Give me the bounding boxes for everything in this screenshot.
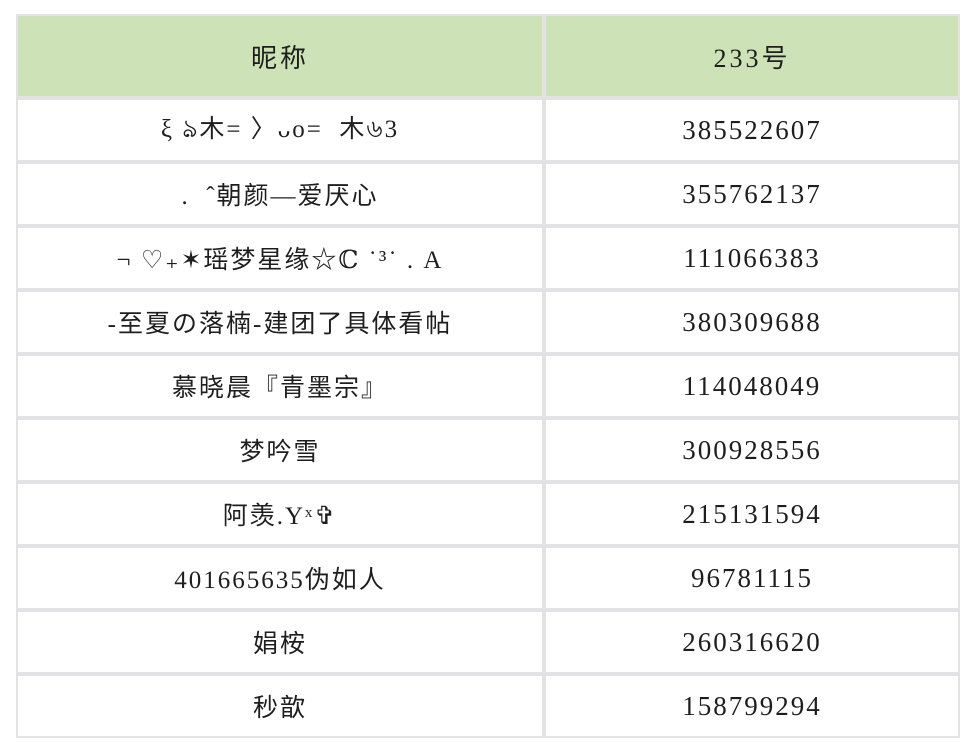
number-cell: 215131594 [546, 484, 958, 544]
number-cell: 300928556 [546, 420, 958, 480]
nickname-cell: . ˆ朝颜—爱厌心 [18, 164, 542, 224]
number-cell: 260316620 [546, 612, 958, 672]
number-cell: 96781115 [546, 548, 958, 608]
number-cell: 158799294 [546, 676, 958, 736]
number-cell: 111066383 [546, 228, 958, 288]
number-cell: 385522607 [546, 100, 958, 160]
nickname-cell: 娟桉 [18, 612, 542, 672]
nickname-number-table: 昵称 233号 ξ ঌ木= 〉ᴗo= 木৬3 385522607 . ˆ朝颜—爱… [16, 14, 960, 738]
nickname-cell: ξ ঌ木= 〉ᴗo= 木৬3 [18, 100, 542, 160]
nickname-cell: -至夏の落楠-建团了具体看帖 [18, 292, 542, 352]
nickname-cell: 慕晓晨『青墨宗』 [18, 356, 542, 416]
number-cell: 355762137 [546, 164, 958, 224]
nickname-cell: 阿羡.Yˣ✞ [18, 484, 542, 544]
header-cell-number: 233号 [546, 16, 958, 96]
header-cell-nickname: 昵称 [18, 16, 542, 96]
nickname-cell: 401665635伪如人 [18, 548, 542, 608]
number-cell: 114048049 [546, 356, 958, 416]
number-cell: 380309688 [546, 292, 958, 352]
nickname-cell: 梦吟雪 [18, 420, 542, 480]
nickname-cell: ¬ ♡₊✶瑶梦星缘☆ℂ ˙³˙ . A [18, 228, 542, 288]
nickname-cell: 秒歆 [18, 676, 542, 736]
